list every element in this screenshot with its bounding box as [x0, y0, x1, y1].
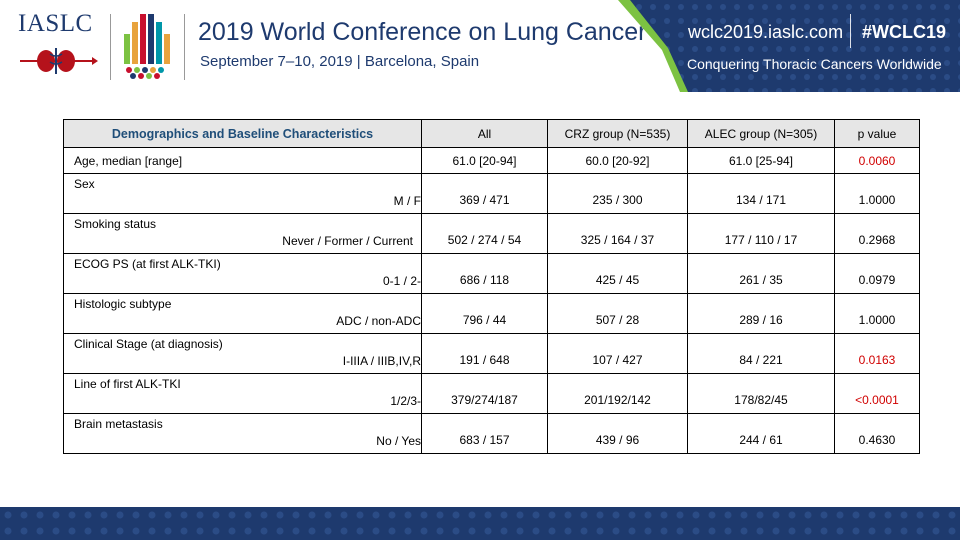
- cell-all: 379/274/187: [421, 373, 548, 414]
- cell-crz: 325 / 164 / 37: [547, 213, 688, 254]
- conference-dates-location: September 7–10, 2019 | Barcelona, Spain: [200, 53, 480, 70]
- cell-p-value: 0.2968: [834, 213, 920, 254]
- table-header-row: Demographics and Baseline Characteristic…: [63, 119, 920, 148]
- cell-p-value: 0.0979: [834, 253, 920, 294]
- row-label-text: Clinical Stage (at diagnosis): [74, 337, 223, 351]
- cell-all: 686 / 118: [421, 253, 548, 294]
- row-label-text: Brain metastasis: [74, 417, 163, 431]
- row-sublabel: I-IIIA / IIIB,IV,R: [342, 354, 421, 368]
- cell-all: 502 / 274 / 54: [421, 213, 548, 254]
- table-row: Histologic subtype ADC / non-ADC 796 / 44…: [63, 293, 920, 334]
- cell-alec: 134 / 171: [687, 173, 835, 214]
- footer-pattern: [0, 507, 960, 540]
- logo-text: IASLC: [18, 10, 93, 37]
- footer-band: [0, 507, 960, 540]
- header-banner: [618, 0, 960, 92]
- row-label: ECOG PS (at first ALK-TKI) 0-1 / 2-: [63, 253, 422, 294]
- row-label-text: Age, median [range]: [74, 154, 183, 168]
- banner-divider: [850, 14, 851, 48]
- cell-crz: 107 / 427: [547, 333, 688, 374]
- conference-hashtag: #WCLC19: [862, 22, 947, 42]
- row-label: Sex M / F: [63, 173, 422, 214]
- row-sublabel: ADC / non-ADC: [336, 314, 421, 328]
- cell-crz: 201/192/142: [547, 373, 688, 414]
- cell-alec: 261 / 35: [687, 253, 835, 294]
- header-divider: [110, 14, 111, 80]
- cell-alec: 289 / 16: [687, 293, 835, 334]
- column-header-crz: CRZ group (N=535): [547, 119, 688, 148]
- cell-crz: 425 / 45: [547, 253, 688, 294]
- row-sublabel: 0-1 / 2-: [382, 274, 421, 288]
- conference-tagline: Conquering Thoracic Cancers Worldwide: [687, 56, 942, 72]
- table-row: ECOG PS (at first ALK-TKI) 0-1 / 2- 686 /…: [63, 253, 920, 294]
- cell-p-value: 0.4630: [834, 413, 920, 454]
- cell-crz: 235 / 300: [547, 173, 688, 214]
- iaslc-logo: IASLC: [18, 10, 98, 84]
- table-row: Age, median [range] 61.0 [20-94] 60.0 [2…: [63, 147, 920, 174]
- cell-all: 191 / 648: [421, 333, 548, 374]
- conference-header: IASLC 2019 World Conference on Lung Canc…: [0, 0, 960, 92]
- row-label-text: Histologic subtype: [74, 297, 172, 311]
- row-sublabel: No / Yes: [376, 434, 421, 448]
- cell-p-value: 0.0060: [834, 147, 920, 174]
- row-label: Smoking status Never / Former / Current: [63, 213, 422, 254]
- row-label-text: ECOG PS (at first ALK-TKI): [74, 257, 221, 271]
- column-header-alec: ALEC group (N=305): [687, 119, 835, 148]
- cell-alec: 244 / 61: [687, 413, 835, 454]
- column-header-all: All: [421, 119, 548, 148]
- cell-p-value: <0.0001: [834, 373, 920, 414]
- cell-p-value: 0.0163: [834, 333, 920, 374]
- sagrada-familia-emblem-icon: [124, 14, 170, 79]
- conference-title: 2019 World Conference on Lung Cancer: [198, 18, 647, 46]
- cell-alec: 178/82/45: [687, 373, 835, 414]
- table-row: Line of first ALK-TKI 1/2/3- 379/274/187 …: [63, 373, 920, 414]
- table-row: Brain metastasis No / Yes 683 / 157 439 /…: [63, 413, 920, 454]
- cell-p-value: 1.0000: [834, 173, 920, 214]
- column-header-characteristic: Demographics and Baseline Characteristic…: [63, 119, 422, 148]
- cell-alec: 84 / 221: [687, 333, 835, 374]
- row-label: Age, median [range]: [63, 147, 422, 174]
- cell-alec: 61.0 [25-94]: [687, 147, 835, 174]
- banner-background: [618, 0, 960, 92]
- cell-all: 683 / 157: [421, 413, 548, 454]
- cell-all: 796 / 44: [421, 293, 548, 334]
- row-label-text: Smoking status: [74, 217, 157, 231]
- row-label: Brain metastasis No / Yes: [63, 413, 422, 454]
- row-sublabel: Never / Former / Current: [282, 234, 413, 248]
- row-label-text: Sex: [74, 177, 95, 191]
- row-label: Line of first ALK-TKI 1/2/3-: [63, 373, 422, 414]
- row-label: Clinical Stage (at diagnosis) I-IIIA / II…: [63, 333, 422, 374]
- table-row: Sex M / F 369 / 471 235 / 300 134 / 171 1…: [63, 173, 920, 214]
- cell-p-value: 1.0000: [834, 293, 920, 334]
- cell-crz: 60.0 [20-92]: [547, 147, 688, 174]
- cell-all: 369 / 471: [421, 173, 548, 214]
- row-label-text: Line of first ALK-TKI: [74, 377, 181, 391]
- column-header-p-value: p value: [834, 119, 920, 148]
- cell-alec: 177 / 110 / 17: [687, 213, 835, 254]
- cell-crz: 507 / 28: [547, 293, 688, 334]
- row-label: Histologic subtype ADC / non-ADC: [63, 293, 422, 334]
- table-row: Smoking status Never / Former / Current 5…: [63, 213, 920, 254]
- row-sublabel: 1/2/3-: [390, 394, 421, 408]
- cell-all: 61.0 [20-94]: [421, 147, 548, 174]
- table-row: Clinical Stage (at diagnosis) I-IIIA / II…: [63, 333, 920, 374]
- lungs-caduceus-icon: [20, 48, 98, 74]
- row-sublabel: M / F: [393, 194, 421, 208]
- cell-crz: 439 / 96: [547, 413, 688, 454]
- baseline-characteristics-table: Demographics and Baseline Characteristic…: [63, 119, 920, 454]
- conference-url-link[interactable]: wclc2019.iaslc.com: [688, 22, 844, 42]
- header-divider: [184, 14, 185, 80]
